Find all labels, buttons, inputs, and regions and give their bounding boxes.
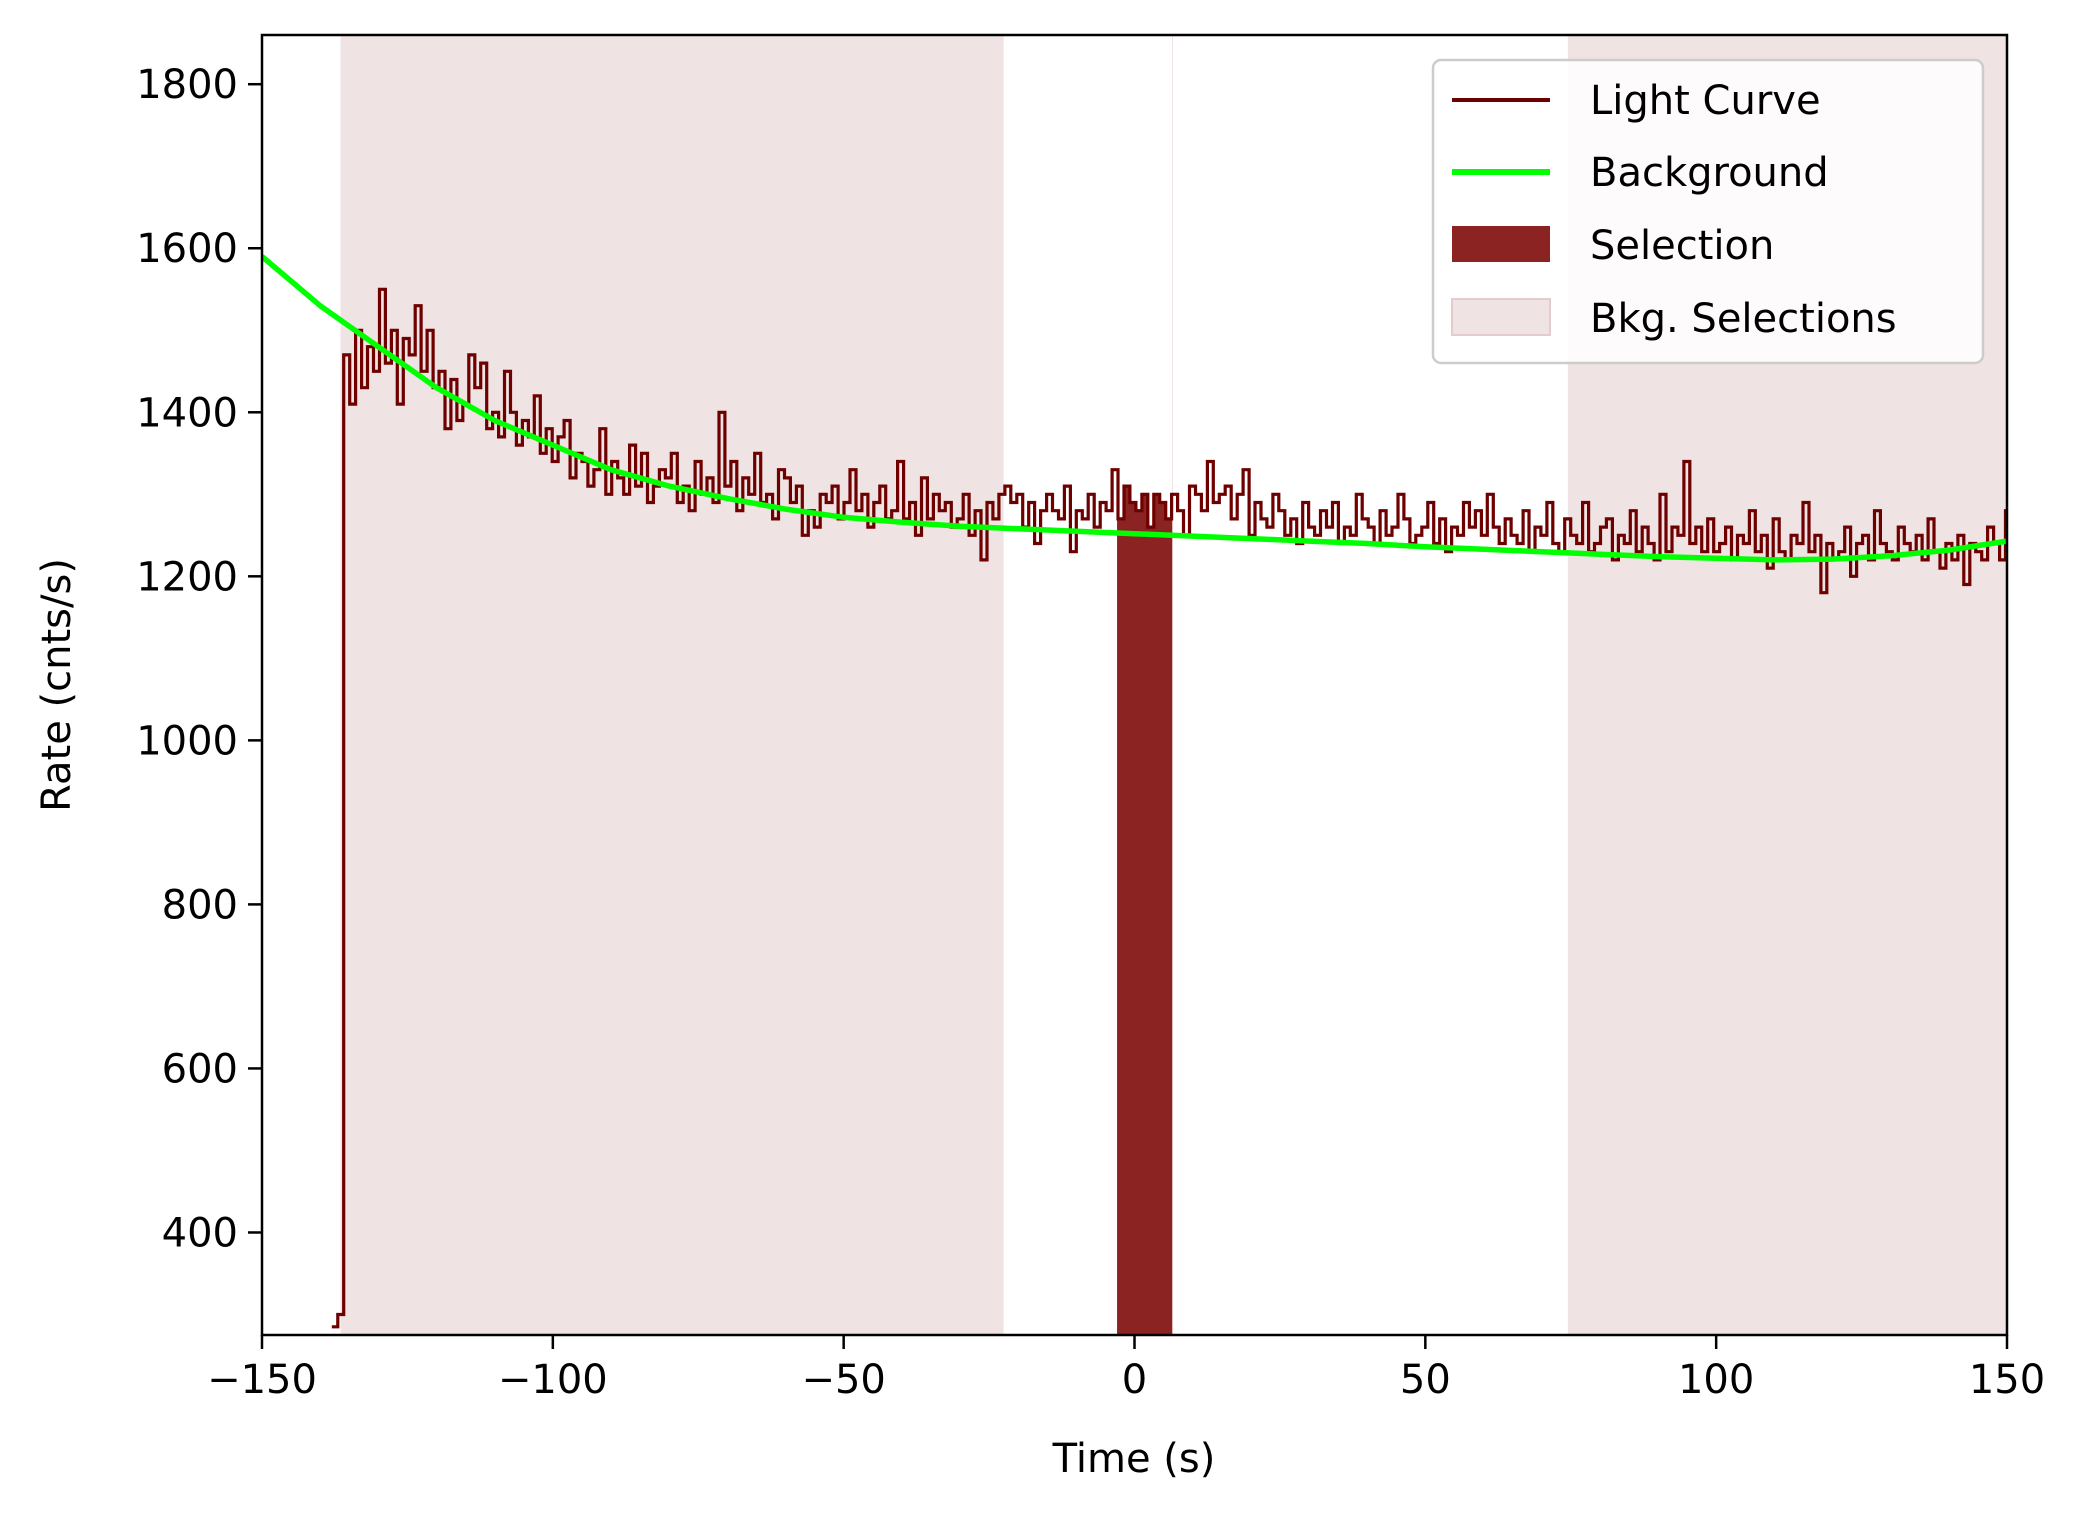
x-tick-label: 100: [1678, 1357, 1754, 1403]
legend: Light Curve Background Selection Bkg. Se…: [1431, 58, 1985, 365]
y-tick-label: 1200: [136, 554, 238, 600]
light-curve-layer: [331, 287, 2007, 1329]
legend-light-curve-label: Light Curve: [1590, 78, 1821, 124]
legend-selection-label: Selection: [1590, 223, 1774, 269]
legend-bkg-selections-swatch: [1451, 298, 1551, 336]
y-tick-label: 800: [162, 882, 238, 928]
y-axis: 400 600 800 1000 1200 1400 1600 1800: [136, 62, 262, 1256]
x-tick-label: −100: [498, 1357, 608, 1403]
y-tick-label: 1800: [136, 62, 238, 108]
y-tick-label: 600: [162, 1046, 238, 1092]
legend-background-label: Background: [1590, 150, 1829, 196]
y-tick-label: 1600: [136, 226, 238, 272]
legend-box: [1431, 58, 1985, 365]
background-layer: [262, 254, 2007, 563]
selection-upper-mask: [1117, 35, 1173, 528]
x-axis: −150 −100 −50 0 50 100 150: [207, 1335, 2045, 1403]
x-tick-label: −50: [801, 1357, 885, 1403]
x-axis-label: Time (s): [1052, 1436, 1216, 1482]
x-tick-label: 50: [1400, 1357, 1451, 1403]
y-tick-label: 400: [162, 1210, 238, 1256]
y-tick-label: 1000: [136, 718, 238, 764]
background-model-line: [262, 254, 2007, 563]
legend-bkg-selections-label: Bkg. Selections: [1590, 296, 1897, 342]
selection-layer: [1117, 35, 1173, 1335]
x-tick-label: 150: [1969, 1357, 2045, 1403]
x-tick-label: −150: [207, 1357, 317, 1403]
legend-selection-swatch: [1452, 226, 1550, 262]
x-tick-label: 0: [1122, 1357, 1147, 1403]
light-curve-line: [331, 287, 2007, 1329]
bkg-selection-region-0: [340, 35, 1004, 1335]
y-tick-label: 1400: [136, 390, 238, 436]
y-axis-label: Rate (cnts/s): [34, 558, 80, 812]
